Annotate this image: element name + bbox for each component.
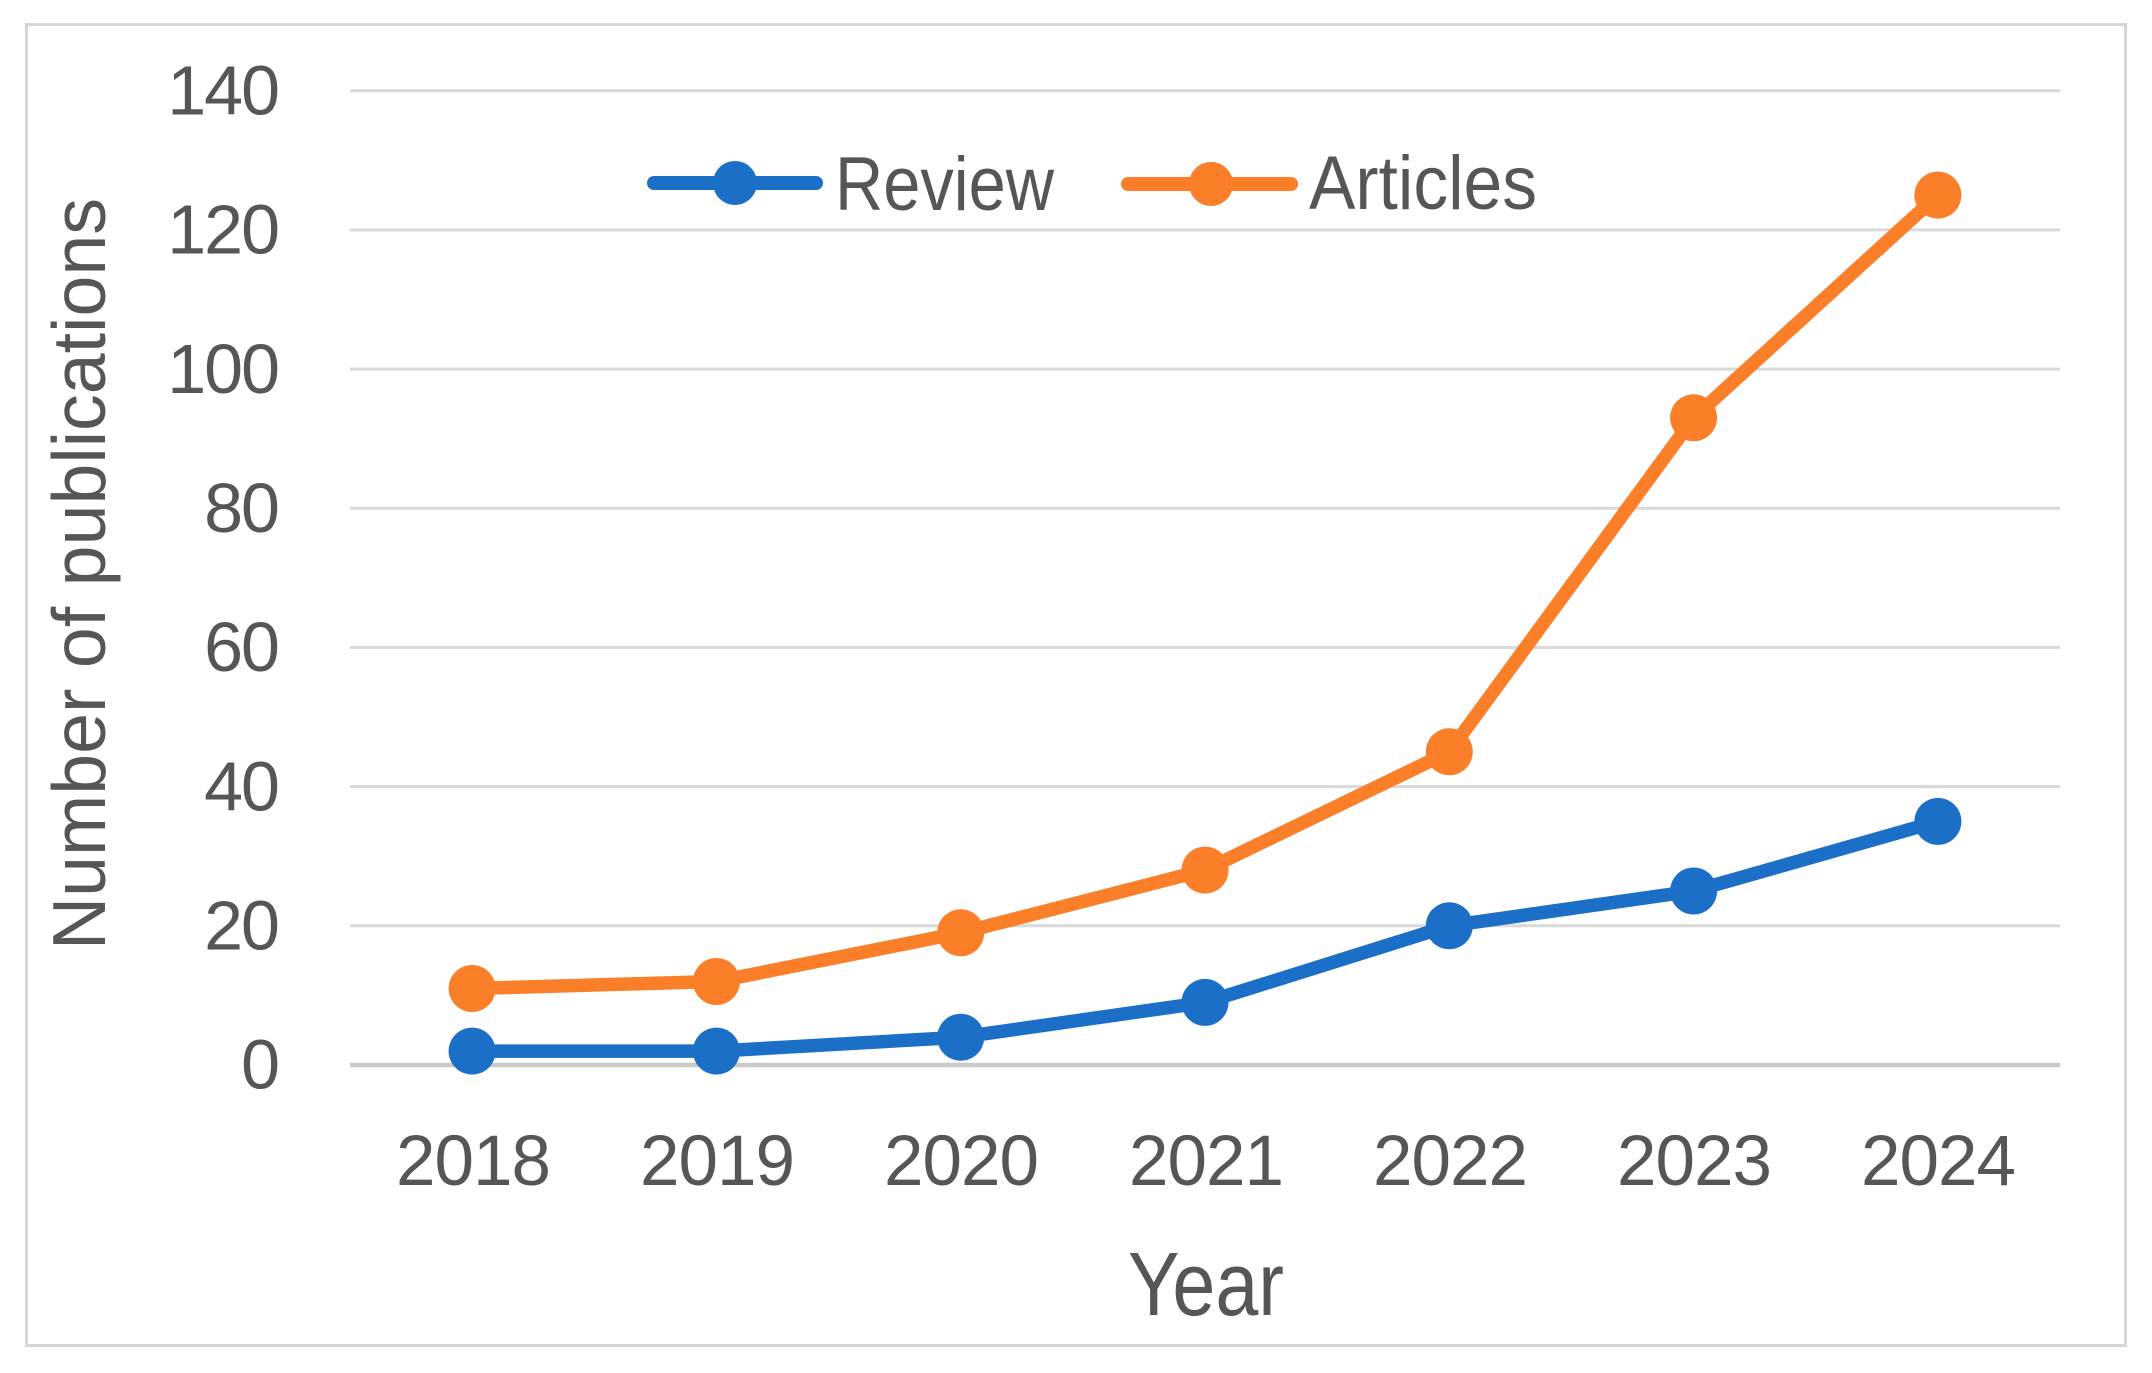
svg-text:80: 80	[204, 469, 278, 547]
svg-text:2020: 2020	[884, 1122, 1038, 1201]
svg-text:2024: 2024	[1861, 1122, 2015, 1201]
svg-text:2018: 2018	[396, 1122, 550, 1201]
svg-text:Year: Year	[1128, 1235, 1284, 1335]
svg-text:100: 100	[167, 330, 278, 408]
svg-text:Number of publications: Number of publications	[37, 198, 121, 950]
svg-text:2021: 2021	[1129, 1122, 1283, 1201]
svg-text:40: 40	[204, 747, 278, 825]
svg-text:60: 60	[204, 608, 278, 686]
svg-text:2023: 2023	[1617, 1122, 1771, 1201]
svg-text:2022: 2022	[1373, 1122, 1527, 1201]
svg-text:Review: Review	[835, 142, 1055, 227]
svg-text:Articles: Articles	[1309, 141, 1537, 226]
svg-text:140: 140	[167, 52, 278, 130]
svg-text:2019: 2019	[640, 1122, 794, 1201]
svg-text:20: 20	[204, 887, 278, 965]
svg-text:120: 120	[167, 191, 278, 269]
svg-text:0: 0	[241, 1026, 278, 1104]
